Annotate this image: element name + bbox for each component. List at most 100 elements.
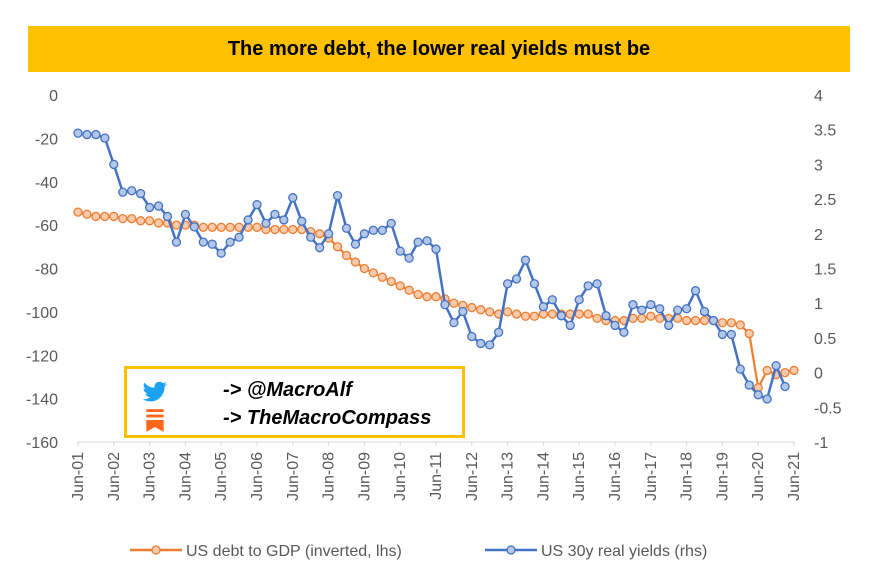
x-tick-label: Jun-03 [142,452,159,501]
data-point [270,209,280,220]
y-right-tick-label: -0.5 [814,400,842,417]
data-point [574,295,584,305]
data-point [717,318,728,328]
data-point [252,200,262,210]
x-tick-label: Jun-19 [714,452,731,501]
y-right-tick-label: 0 [814,366,823,383]
data-point [422,292,432,302]
data-point [547,309,557,319]
data-point [413,237,423,247]
data-point [511,274,522,284]
data-point [422,236,432,246]
data-point [153,201,164,211]
data-point [359,263,370,274]
data-point [279,224,289,235]
data-point [171,220,182,230]
y-right-tick-label: -1 [814,435,828,452]
data-point [520,311,531,321]
data-point [699,306,710,317]
data-point [225,237,235,247]
y-left-tick-label: -20 [35,131,58,148]
data-point [100,211,110,222]
data-point [314,229,325,239]
chart-title-bar: The more debt, the lower real yields mus… [28,26,850,72]
data-point [91,211,101,222]
x-tick-label: Jun-09 [356,452,373,501]
twitter-bird-icon [142,381,168,402]
data-point [565,320,575,331]
substack-handle: -> TheMacroCompass [223,407,432,429]
data-point [735,364,745,374]
legend-marker-1 [506,545,516,555]
data-point [592,279,602,289]
data-point [673,305,683,315]
data-point [502,307,513,317]
data-point [726,318,736,328]
data-point [780,367,790,378]
data-point [395,246,405,256]
data-point [350,239,361,249]
data-point [207,239,217,249]
x-tick-label: Jun-14 [535,452,552,501]
substack-row: -> TheMacroCompass [127,405,462,435]
data-point [520,255,531,265]
y-left-tick-label: -140 [26,392,58,409]
data-point [279,215,289,225]
data-point [476,305,486,315]
data-point [127,213,137,224]
data-point [628,299,638,310]
data-point [82,129,92,140]
x-tick-label: Jun-13 [500,452,517,501]
data-point [109,211,119,222]
data-point [735,320,745,330]
data-point [144,216,155,226]
x-tick-label: Jun-21 [786,452,803,501]
x-tick-label: Jun-12 [464,452,481,501]
data-point [332,242,343,252]
data-point [368,225,379,235]
data-point [288,224,298,235]
x-tick-label: Jun-05 [213,452,230,501]
data-point [270,224,280,235]
y-left-tick-label: 0 [49,88,58,105]
data-point [386,276,396,287]
data-point [637,305,647,315]
x-tick-label: Jun-16 [607,452,624,501]
y-left-tick-label: -60 [35,218,58,235]
data-point [467,302,477,313]
x-tick-label: Jun-06 [249,452,266,501]
data-point [153,218,164,228]
y-right-tick-label: 4 [814,88,823,105]
data-point [601,311,611,321]
x-tick-label: Jun-01 [70,452,87,501]
data-point [73,128,83,138]
y-left-tick-label: -160 [26,435,58,452]
data-point [359,229,370,239]
x-tick-label: Jun-15 [571,452,588,501]
y-right-tick-label: 0.5 [814,331,836,348]
data-point [681,304,692,314]
data-point [234,232,244,242]
x-tick-label: Jun-02 [106,452,123,501]
data-point [780,381,790,392]
data-point [556,311,566,321]
data-point [386,218,396,229]
data-point [431,244,441,254]
data-point [395,281,405,291]
data-point [368,268,379,278]
data-point [538,302,549,312]
data-point [377,272,387,282]
series-line-1 [77,131,787,401]
data-point [135,188,146,199]
data-point [646,311,656,321]
data-point [118,187,128,197]
data-point [73,207,83,217]
data-point [135,216,146,226]
data-point [493,327,504,337]
social-handles-box: -> @MacroAlf -> TheMacroCompass [124,366,465,438]
data-point [198,237,208,247]
data-point [91,129,101,140]
data-point [243,215,253,225]
data-point [431,292,441,302]
data-point [717,329,728,340]
